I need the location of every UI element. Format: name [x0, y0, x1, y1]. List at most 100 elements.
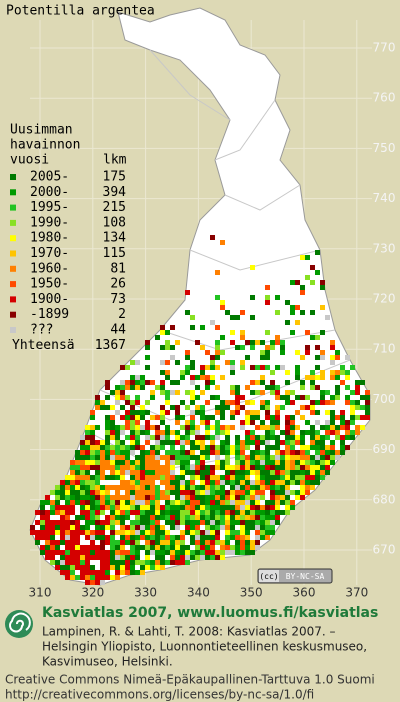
occurrence-cell	[250, 455, 255, 460]
occurrence-cell	[245, 410, 250, 415]
occurrence-cell	[210, 490, 215, 495]
occurrence-cell	[250, 540, 255, 545]
occurrence-cell	[70, 510, 75, 515]
occurrence-cell	[90, 530, 95, 535]
occurrence-cell	[115, 500, 120, 505]
occurrence-cell	[265, 350, 270, 355]
occurrence-cell	[280, 455, 285, 460]
occurrence-cell	[245, 415, 250, 420]
occurrence-cell	[230, 385, 235, 390]
occurrence-cell	[125, 410, 130, 415]
occurrence-cell	[230, 530, 235, 535]
occurrence-cell	[130, 445, 135, 450]
occurrence-cell	[100, 530, 105, 535]
occurrence-cell	[285, 420, 290, 425]
occurrence-cell	[190, 505, 195, 510]
occurrence-cell	[215, 350, 220, 355]
occurrence-cell	[350, 405, 355, 410]
occurrence-cell	[205, 380, 210, 385]
occurrence-cell	[100, 525, 105, 530]
occurrence-cell	[175, 480, 180, 485]
occurrence-cell	[40, 550, 45, 555]
occurrence-cell	[315, 355, 320, 360]
occurrence-cell	[85, 565, 90, 570]
occurrence-cell	[80, 545, 85, 550]
occurrence-cell	[245, 355, 250, 360]
occurrence-cell	[150, 480, 155, 485]
occurrence-cell	[150, 390, 155, 395]
occurrence-cell	[255, 480, 260, 485]
occurrence-cell	[310, 430, 315, 435]
occurrence-cell	[225, 530, 230, 535]
occurrence-cell	[50, 555, 55, 560]
occurrence-cell	[195, 530, 200, 535]
occurrence-cell	[155, 505, 160, 510]
occurrence-cell	[175, 545, 180, 550]
occurrence-cell	[225, 435, 230, 440]
occurrence-cell	[340, 425, 345, 430]
occurrence-cell	[70, 555, 75, 560]
occurrence-cell	[185, 560, 190, 565]
occurrence-cell	[320, 330, 325, 335]
occurrence-cell	[190, 495, 195, 500]
occurrence-cell	[75, 550, 80, 555]
occurrence-cell	[115, 485, 120, 490]
occurrence-cell	[285, 390, 290, 395]
occurrence-cell	[160, 385, 165, 390]
occurrence-cell	[55, 545, 60, 550]
occurrence-cell	[320, 350, 325, 355]
occurrence-cell	[115, 475, 120, 480]
occurrence-cell	[205, 420, 210, 425]
occurrence-cell	[120, 520, 125, 525]
occurrence-cell	[215, 410, 220, 415]
occurrence-cell	[315, 455, 320, 460]
occurrence-cell	[285, 505, 290, 510]
occurrence-cell	[195, 540, 200, 545]
occurrence-cell	[160, 495, 165, 500]
occurrence-cell	[85, 575, 90, 580]
occurrence-cell	[215, 535, 220, 540]
occurrence-cell	[90, 430, 95, 435]
occurrence-cell	[255, 435, 260, 440]
occurrence-cell	[235, 400, 240, 405]
occurrence-cell	[115, 425, 120, 430]
occurrence-cell	[290, 490, 295, 495]
occurrence-cell	[230, 390, 235, 395]
occurrence-cell	[165, 435, 170, 440]
occurrence-cell	[190, 455, 195, 460]
occurrence-cell	[290, 450, 295, 455]
occurrence-cell	[265, 410, 270, 415]
occurrence-cell	[110, 555, 115, 560]
occurrence-cell	[275, 420, 280, 425]
occurrence-cell	[165, 390, 170, 395]
occurrence-cell	[195, 340, 200, 345]
occurrence-cell	[190, 365, 195, 370]
occurrence-cell	[120, 495, 125, 500]
occurrence-cell	[105, 540, 110, 545]
legend-label: -1899	[30, 307, 69, 322]
occurrence-cell	[85, 445, 90, 450]
occurrence-cell	[160, 440, 165, 445]
occurrence-cell	[240, 425, 245, 430]
occurrence-cell	[180, 485, 185, 490]
occurrence-cell	[280, 465, 285, 470]
occurrence-cell	[45, 500, 50, 505]
occurrence-cell	[175, 475, 180, 480]
occurrence-cell	[260, 525, 265, 530]
occurrence-cell	[180, 560, 185, 565]
occurrence-cell	[105, 460, 110, 465]
occurrence-cell	[125, 395, 130, 400]
occurrence-cell	[120, 365, 125, 370]
occurrence-cell	[270, 505, 275, 510]
occurrence-cell	[60, 505, 65, 510]
occurrence-cell	[190, 555, 195, 560]
occurrence-cell	[130, 565, 135, 570]
legend-count: 73	[110, 292, 126, 307]
occurrence-cell	[195, 525, 200, 530]
occurrence-cell	[215, 385, 220, 390]
occurrence-cell	[180, 475, 185, 480]
occurrence-cell	[150, 550, 155, 555]
occurrence-cell	[350, 365, 355, 370]
occurrence-cell	[180, 435, 185, 440]
